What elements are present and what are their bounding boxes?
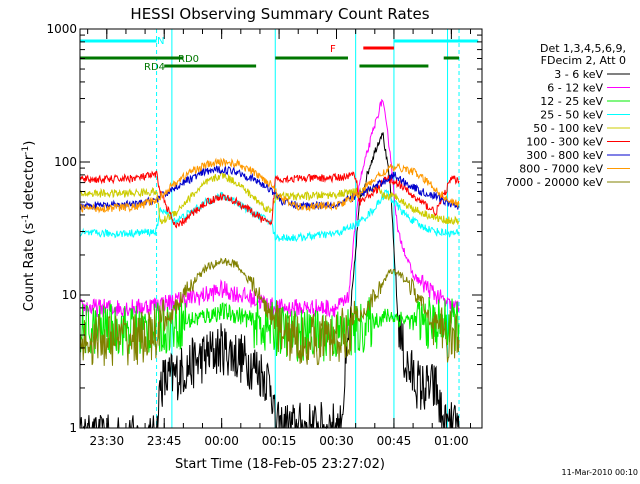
y-axis-label-main: Count Rate (s	[22, 223, 37, 312]
legend-label-1: 6 - 12 keV	[547, 82, 603, 95]
flag-label-1: F	[330, 44, 336, 55]
legend-label-6: 300 - 800 keV	[526, 149, 603, 162]
legend-title-line-1: Det 1,3,4,5,6,9,	[540, 42, 626, 55]
x-tick-label-0: 23:30	[90, 434, 125, 448]
legend-label-4: 50 - 100 keV	[533, 122, 603, 135]
flag-label-2: RD0	[178, 54, 199, 65]
y-tick-label-3: 1000	[46, 22, 77, 36]
flag-label-0: N	[157, 36, 164, 47]
x-tick-label-4: 00:30	[319, 434, 354, 448]
series-line-3	[79, 189, 460, 243]
chart-title: HESSI Observing Summary Count Rates	[130, 5, 429, 23]
x-tick-label-1: 23:45	[147, 434, 182, 448]
legend-label-0: 3 - 6 keV	[554, 68, 603, 81]
x-axis-label: Start Time (18-Feb-05 23:27:02)	[175, 457, 385, 472]
legend-label-5: 100 - 300 keV	[526, 136, 603, 149]
series-line-2	[79, 296, 460, 362]
plot-axes: 1 10 100 1000 23:30 23:45 00:00 00:15 00:30 00:45…	[46, 22, 483, 448]
legend-title-line-2: FDecim 2, Att 0	[541, 54, 626, 67]
legend-label-7: 800 - 7000 keV	[519, 163, 603, 176]
y-axis-label-exp1: -1	[21, 214, 31, 223]
series-lines	[79, 98, 460, 430]
series-line-5	[79, 170, 460, 229]
y-tick-label-1: 10	[62, 288, 77, 302]
y-tick-label-2: 100	[54, 155, 77, 169]
x-tick-label-2: 00:00	[204, 434, 239, 448]
y-axis-label: Count Rate (s-1 detector-1)	[21, 141, 37, 312]
y-axis-label-mid: detector	[22, 154, 37, 214]
flag-bars: N F RD0 RD4	[80, 36, 479, 73]
flag-label-3: RD4	[144, 62, 165, 73]
footer-date: 11-Mar-2010 00:10	[562, 468, 639, 477]
series-line-7	[79, 157, 460, 214]
x-tick-label-6: 01:00	[434, 434, 469, 448]
x-tick-label-3: 00:15	[262, 434, 297, 448]
legend-label-3: 25 - 50 keV	[540, 109, 603, 122]
plot-frame	[79, 28, 483, 429]
legend-label-8: 7000 - 20000 keV	[505, 176, 603, 189]
series-line-8	[79, 257, 460, 366]
x-tick-label-5: 00:45	[377, 434, 412, 448]
y-axis-label-exp2: -1	[21, 146, 31, 155]
y-axis-label-end: )	[22, 141, 37, 146]
series-line-4	[79, 170, 460, 225]
legend-label-2: 12 - 25 keV	[540, 95, 603, 108]
y-tick-label-0: 1	[69, 421, 77, 435]
